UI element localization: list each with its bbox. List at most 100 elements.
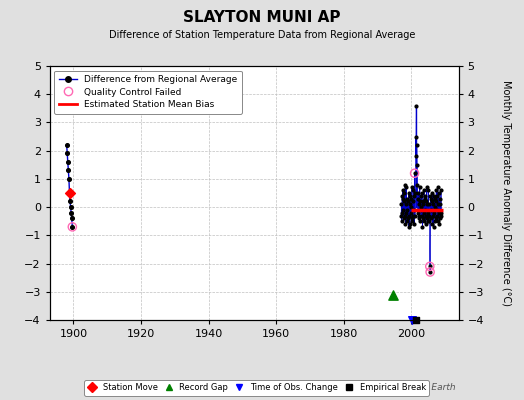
- Point: [431, 198, 440, 205]
- Point: [417, 193, 425, 199]
- Point: [412, 102, 420, 109]
- Point: [419, 201, 428, 208]
- Point: [68, 224, 77, 230]
- Point: [408, 317, 417, 323]
- Point: [428, 221, 436, 227]
- Point: [423, 201, 432, 208]
- Point: [428, 198, 436, 205]
- Point: [436, 215, 444, 222]
- Point: [400, 198, 408, 205]
- Point: [65, 176, 73, 182]
- Point: [432, 187, 440, 193]
- Point: [437, 210, 445, 216]
- Point: [423, 218, 432, 224]
- Point: [400, 190, 409, 196]
- Point: [436, 187, 445, 193]
- Point: [417, 204, 425, 210]
- Point: [431, 218, 440, 224]
- Point: [420, 210, 428, 216]
- Point: [411, 133, 420, 140]
- Point: [422, 198, 430, 205]
- Point: [422, 184, 431, 190]
- Point: [408, 215, 417, 222]
- Point: [410, 170, 419, 176]
- Point: [414, 215, 423, 222]
- Point: [433, 212, 441, 219]
- Point: [431, 196, 439, 202]
- Point: [409, 212, 417, 219]
- Point: [419, 198, 427, 205]
- Text: Difference of Station Temperature Data from Regional Average: Difference of Station Temperature Data f…: [109, 30, 415, 40]
- Point: [425, 263, 434, 270]
- Point: [434, 218, 442, 224]
- Point: [407, 218, 416, 224]
- Point: [401, 221, 410, 227]
- Point: [399, 196, 408, 202]
- Point: [416, 184, 424, 190]
- Point: [430, 204, 439, 210]
- Point: [403, 207, 412, 213]
- Point: [425, 263, 434, 270]
- Point: [424, 210, 432, 216]
- Point: [430, 193, 438, 199]
- Point: [429, 201, 438, 208]
- Point: [435, 221, 443, 227]
- Point: [406, 221, 414, 227]
- Point: [398, 193, 406, 199]
- Point: [67, 204, 75, 210]
- Point: [401, 201, 410, 208]
- Y-axis label: Monthly Temperature Anomaly Difference (°C): Monthly Temperature Anomaly Difference (…: [501, 80, 511, 306]
- Point: [413, 196, 422, 202]
- Point: [403, 196, 411, 202]
- Point: [407, 196, 416, 202]
- Point: [405, 190, 413, 196]
- Text: SLAYTON MUNI AP: SLAYTON MUNI AP: [183, 10, 341, 25]
- Point: [415, 201, 423, 208]
- Point: [66, 198, 74, 205]
- Point: [429, 212, 437, 219]
- Point: [62, 142, 71, 148]
- Point: [63, 159, 72, 165]
- Point: [426, 269, 434, 275]
- Point: [400, 215, 408, 222]
- Text: Berkeley Earth: Berkeley Earth: [389, 383, 456, 392]
- Point: [412, 153, 420, 160]
- Point: [425, 201, 433, 208]
- Point: [414, 190, 422, 196]
- Point: [416, 218, 424, 224]
- Point: [421, 221, 430, 227]
- Point: [417, 207, 425, 213]
- Point: [406, 210, 414, 216]
- Point: [425, 218, 434, 224]
- Point: [68, 215, 76, 222]
- Point: [428, 190, 436, 196]
- Point: [405, 212, 413, 219]
- Point: [418, 224, 427, 230]
- Point: [407, 204, 415, 210]
- Point: [420, 187, 428, 193]
- Point: [434, 210, 443, 216]
- Point: [434, 201, 442, 208]
- Point: [419, 215, 427, 222]
- Point: [416, 198, 424, 205]
- Point: [411, 190, 419, 196]
- Point: [402, 184, 411, 190]
- Point: [426, 193, 434, 199]
- Point: [403, 215, 412, 222]
- Point: [415, 212, 423, 219]
- Point: [424, 187, 433, 193]
- Point: [422, 212, 431, 219]
- Point: [64, 167, 72, 174]
- Point: [405, 224, 413, 230]
- Point: [397, 212, 405, 219]
- Point: [429, 224, 438, 230]
- Point: [402, 218, 411, 224]
- Point: [398, 218, 406, 224]
- Point: [424, 212, 433, 219]
- Point: [399, 187, 407, 193]
- Point: [401, 212, 409, 219]
- Point: [409, 207, 418, 213]
- Point: [421, 196, 429, 202]
- Point: [436, 201, 444, 208]
- Point: [408, 198, 417, 205]
